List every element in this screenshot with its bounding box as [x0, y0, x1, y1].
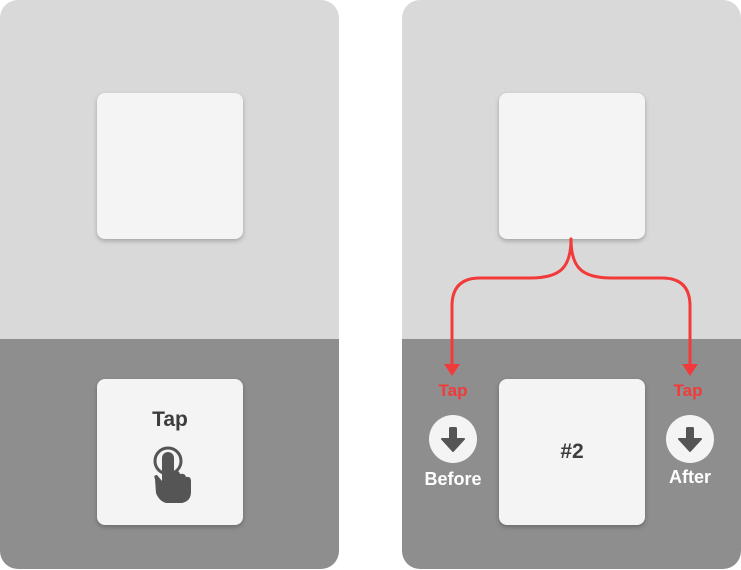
upper-card — [97, 93, 243, 239]
panel-right: #2 Tap Before Tap After — [402, 0, 741, 569]
tap-label: Tap — [152, 408, 188, 431]
tap-card[interactable]: Tap — [97, 379, 243, 525]
arrow-down-icon — [441, 427, 465, 452]
before-tap-label: Tap — [438, 381, 468, 400]
slot-card[interactable]: #2 — [499, 379, 645, 525]
arrow-down-circle-icon[interactable] — [666, 415, 714, 463]
panel-left: Tap — [0, 0, 339, 569]
arrow-down-icon — [678, 427, 702, 452]
arrow-down-circle-icon[interactable] — [429, 415, 477, 463]
hand-tap-icon — [153, 446, 191, 503]
before-caption: Before — [424, 469, 482, 489]
after-caption: After — [668, 467, 711, 487]
upper-card — [499, 93, 645, 239]
after-tap-label: Tap — [673, 381, 703, 400]
slot-number-label: #2 — [560, 440, 584, 463]
